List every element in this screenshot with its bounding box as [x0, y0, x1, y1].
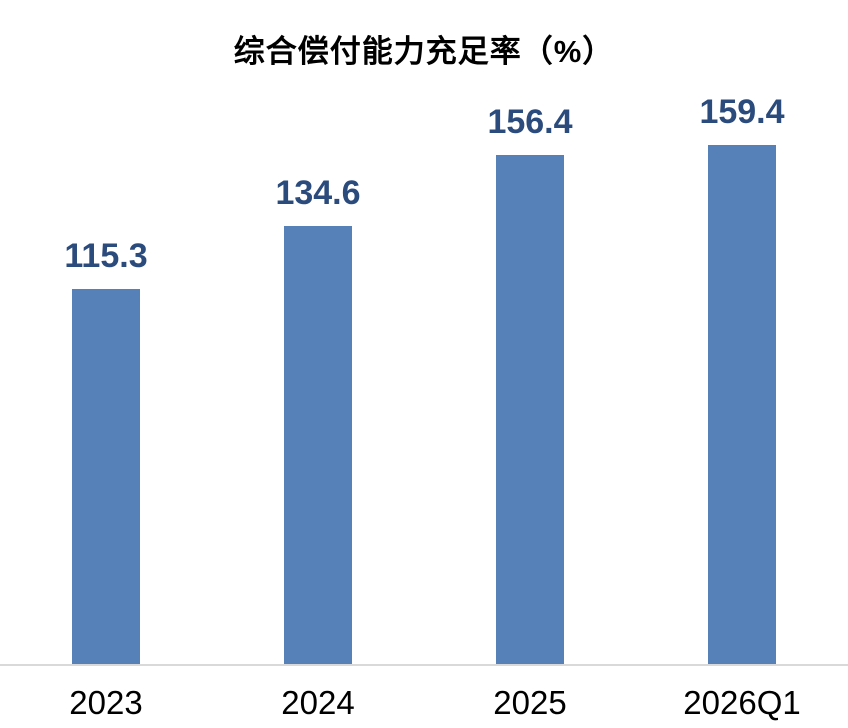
bar-column: 159.4: [636, 0, 848, 664]
bar-value-label: 134.6: [275, 173, 361, 212]
bar-value-label: 115.3: [64, 236, 148, 275]
plot-area: 115.3 134.6 156.4 159.4: [0, 0, 848, 664]
bar-column: 134.6: [212, 0, 424, 664]
x-tick-label: 2024: [281, 684, 355, 721]
bar-column: 156.4: [424, 0, 636, 664]
x-axis-line: [0, 664, 848, 666]
bar-value-label: 159.4: [699, 93, 785, 132]
bar: [708, 145, 776, 664]
x-tick-label: 2026Q1: [683, 684, 801, 721]
bar: [496, 155, 564, 664]
bar-column: 115.3: [0, 0, 212, 664]
x-axis-tick-labels: 2023 2024 2025 2026Q1: [0, 666, 848, 721]
x-tick-label: 2025: [493, 684, 567, 721]
bar: [284, 226, 352, 664]
bar-value-label: 156.4: [487, 102, 573, 141]
chart-title: 综合偿付能力充足率（%）: [233, 34, 615, 69]
bar: [72, 288, 140, 664]
x-tick-label: 2023: [69, 684, 143, 721]
